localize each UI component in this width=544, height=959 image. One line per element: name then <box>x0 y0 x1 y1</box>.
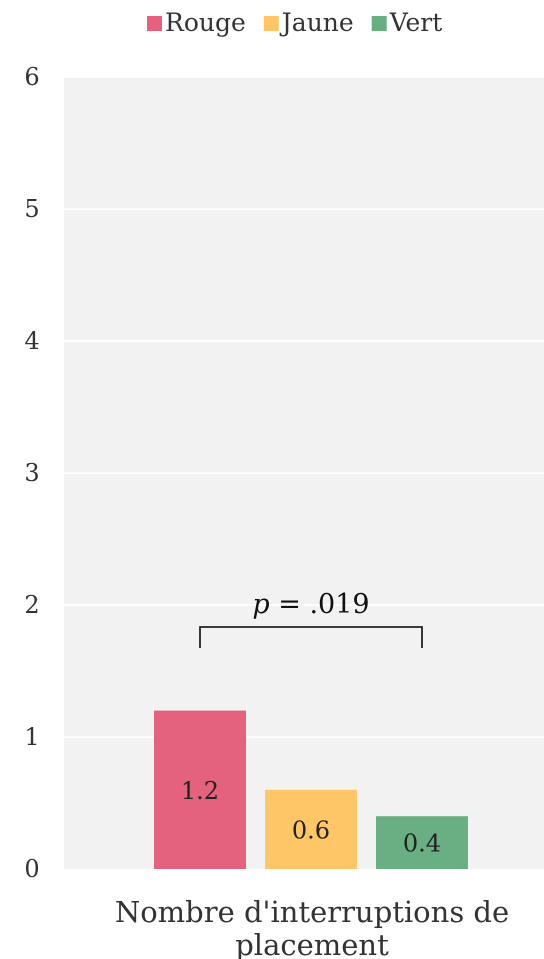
legend: Rouge Jaune Vert <box>147 8 442 37</box>
legend-label-rouge: Rouge <box>165 8 246 37</box>
legend-label-vert: Vert <box>389 8 443 37</box>
legend-swatch-jaune <box>263 16 279 31</box>
legend-swatch-vert <box>371 16 387 31</box>
significance-bracket <box>199 626 423 648</box>
bar-rouge <box>154 710 246 869</box>
bar-labels: 1.2 0.6 0.4 <box>181 777 441 858</box>
gridlines <box>64 76 544 738</box>
bar-vert <box>376 816 468 869</box>
bar-value-label: 1.2 <box>181 777 219 805</box>
y-tick-label: 0 <box>24 855 39 883</box>
x-axis-label-line-2: placement <box>235 928 389 959</box>
legend-label-jaune: Jaune <box>279 8 354 37</box>
p-symbol: p <box>252 589 269 620</box>
p-value: = .019 <box>270 589 370 620</box>
y-tick-label: 5 <box>24 195 39 223</box>
bar-value-label: 0.6 <box>292 816 330 844</box>
y-tick-label: 6 <box>24 63 39 91</box>
significance-annotation: p = .019 <box>199 589 423 648</box>
y-tick-label: 1 <box>24 723 39 751</box>
y-tick-label: 4 <box>24 327 39 355</box>
p-value-label: p = .019 <box>252 589 369 620</box>
y-tick-label: 3 <box>24 459 39 487</box>
bar-value-label: 0.4 <box>403 830 441 858</box>
bars <box>154 710 468 869</box>
y-axis-ticks: 0 1 2 3 4 5 6 <box>24 63 39 883</box>
x-axis-label-line-1: Nombre d'interruptions de <box>115 895 509 929</box>
legend-swatch-rouge <box>147 16 162 31</box>
bar-jaune <box>265 789 357 869</box>
y-tick-label: 2 <box>24 591 39 619</box>
